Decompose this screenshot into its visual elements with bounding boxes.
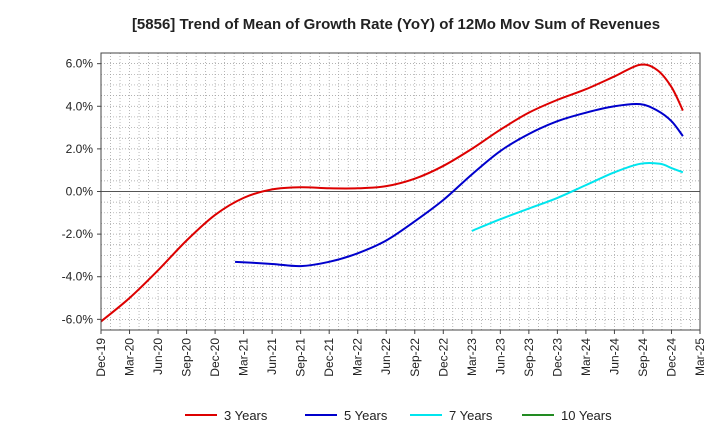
grid: [100, 52, 701, 331]
y-tick-label: 6.0%: [66, 57, 94, 71]
x-tick-label: Sep-23: [522, 338, 536, 377]
x-tick-label: Dec-24: [664, 338, 678, 377]
x-tick-label: Sep-24: [636, 338, 650, 377]
chart-title: [5856] Trend of Mean of Growth Rate (YoY…: [132, 16, 660, 33]
legend-label: 7 Years: [449, 408, 493, 423]
x-tick-label: Mar-22: [351, 338, 365, 376]
x-tick-label: Dec-19: [94, 338, 108, 377]
x-tick-label: Jun-22: [379, 338, 393, 375]
y-tick-label: -6.0%: [62, 312, 94, 326]
plot-border: [100, 52, 701, 331]
x-tick-label: Mar-23: [465, 338, 479, 376]
x-tick-label: Jun-21: [265, 338, 279, 375]
legend-label: 10 Years: [561, 408, 612, 423]
x-tick-label: Mar-21: [237, 338, 251, 376]
x-tick-label: Dec-23: [550, 338, 564, 377]
series-line-5-years: [235, 102, 684, 268]
x-tick-label: Sep-20: [180, 338, 194, 377]
y-tick-label: 2.0%: [66, 142, 94, 156]
x-tick-label: Dec-21: [322, 338, 336, 377]
x-tick-label: Mar-24: [579, 338, 593, 376]
x-tick-label: Mar-20: [123, 338, 137, 376]
y-tick-label: 0.0%: [66, 185, 94, 199]
x-tick-label: Dec-22: [436, 338, 450, 377]
plot-series: [100, 63, 684, 323]
y-axis: -6.0% -4.0% -2.0% 0.0% 2.0% 4.0% 6.0%: [62, 57, 101, 326]
x-axis: Dec-19 Mar-20 Jun-20 Sep-20 Dec-20 Mar-21 Jun-…: [94, 330, 707, 377]
legend-label: 5 Years: [344, 408, 388, 423]
x-tick-label: Jun-24: [607, 338, 621, 375]
x-tick-label: Sep-21: [294, 338, 308, 377]
x-tick-label: Dec-20: [208, 338, 222, 377]
x-tick-label: Jun-23: [493, 338, 507, 375]
x-tick-label: Sep-22: [408, 338, 422, 377]
series-line-7-years: [471, 161, 684, 232]
y-tick-label: 4.0%: [66, 99, 94, 113]
x-tick-label: Jun-20: [151, 338, 165, 375]
legend-label: 3 Years: [224, 408, 268, 423]
series-line-3-years: [100, 63, 684, 323]
x-tick-label: Mar-25: [693, 338, 707, 376]
y-tick-label: -4.0%: [62, 270, 94, 284]
y-tick-label: -2.0%: [62, 227, 94, 241]
legend: 3 Years 5 Years 7 Years 10 Years: [185, 408, 612, 423]
